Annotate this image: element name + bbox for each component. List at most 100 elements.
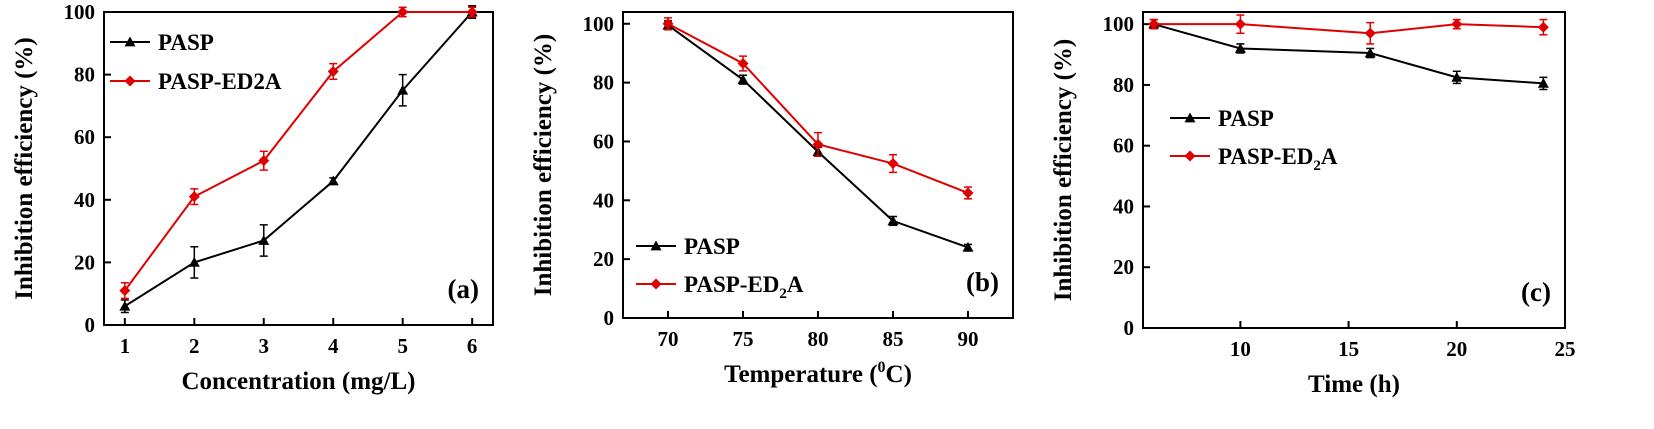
y-tick-label: 0	[1124, 316, 1135, 340]
legend-marker	[124, 36, 136, 47]
data-point	[887, 215, 899, 226]
legend-entry: PASP-ED2A	[110, 69, 282, 94]
legend-marker	[650, 278, 662, 290]
legend-label: PASP	[684, 234, 740, 259]
data-point	[188, 256, 200, 267]
y-tick-label: 80	[1113, 73, 1134, 97]
data-point	[812, 138, 824, 150]
data-point	[962, 241, 974, 252]
legend-marker	[650, 240, 662, 251]
data-point	[1364, 27, 1376, 39]
data-point	[1234, 18, 1246, 30]
data-point	[737, 74, 749, 85]
legend-entry: PASP	[110, 30, 214, 55]
y-tick-label: 80	[593, 71, 614, 95]
data-point	[119, 285, 131, 297]
y-tick-label: 100	[1103, 12, 1135, 36]
y-tick-label: 20	[1113, 255, 1134, 279]
y-tick-label: 40	[593, 188, 614, 212]
legend-label: PASP	[1218, 106, 1274, 131]
x-tick-label: 4	[328, 334, 339, 358]
series-pasp	[1148, 18, 1549, 91]
series-pasp	[119, 4, 478, 314]
series-pasp-ed2a	[662, 17, 974, 200]
data-point	[1451, 18, 1463, 30]
x-tick-label: 85	[883, 327, 904, 351]
y-tick-label: 60	[1113, 134, 1134, 158]
series-line	[124, 11, 473, 308]
series-pasp-ed2a	[119, 6, 478, 300]
data-point	[1234, 42, 1246, 53]
legend-marker	[1184, 150, 1196, 162]
legend-label: PASP-ED2A	[1218, 144, 1338, 174]
x-tick-label: 5	[397, 334, 408, 358]
data-point	[119, 300, 131, 311]
data-point	[737, 57, 749, 69]
plot-frame	[622, 11, 1014, 319]
plot-frame	[103, 11, 494, 326]
series-pasp-ed2a	[1148, 14, 1549, 45]
y-axis-label: Inhibition efficiency (%)	[1050, 39, 1077, 302]
legend-marker	[124, 75, 136, 87]
x-tick-label: 1	[120, 334, 131, 358]
legend-entry: PASP-ED2A	[636, 272, 804, 302]
x-tick-label: 25	[1555, 337, 1576, 361]
data-point	[327, 175, 339, 186]
legend-entry: PASP	[1170, 106, 1274, 131]
legend-marker	[1184, 112, 1196, 123]
x-tick-label: 6	[467, 334, 478, 358]
data-point	[397, 6, 409, 18]
chart-panel-c: 10 15 20 25 0 20 40 60 80 100 Time (h) Inhibition e…	[1050, 11, 1576, 398]
data-point	[188, 191, 200, 203]
x-tick-label: 75	[733, 327, 754, 351]
data-point	[887, 158, 899, 170]
data-point	[1537, 21, 1549, 33]
y-tick-label: 40	[74, 188, 95, 212]
x-tick-label: 2	[189, 334, 200, 358]
x-tick-label: 80	[808, 327, 829, 351]
x-tick-label: 3	[259, 334, 270, 358]
series-line	[1153, 23, 1544, 35]
series-line	[1153, 23, 1544, 85]
plot-frame	[1142, 11, 1566, 329]
data-point	[662, 18, 674, 30]
panel-label: (c)	[1521, 277, 1551, 307]
x-axis-label: Concentration (mg/L)	[182, 368, 416, 395]
panel-label: (b)	[966, 267, 999, 297]
chart-panel-b: 70 75 80 85 90 0 20 40 60 80 100 Temperature (0C) In…	[530, 11, 1014, 388]
y-axis-label: Inhibition efficiency (%)	[11, 37, 38, 300]
legend-entry: PASP-ED2A	[1170, 144, 1338, 174]
x-tick-label: 15	[1338, 337, 1359, 361]
x-tick-label: 20	[1446, 337, 1467, 361]
data-point	[258, 234, 270, 245]
legend-label: PASP	[158, 30, 214, 55]
x-tick-label: 70	[658, 327, 679, 351]
data-point	[962, 187, 974, 199]
legend-label: PASP-ED2A	[684, 272, 804, 302]
series-line	[124, 11, 473, 292]
x-axis-label: Temperature (0C)	[724, 359, 912, 388]
y-tick-label: 60	[74, 125, 95, 149]
y-axis-label: Inhibition efficiency (%)	[530, 34, 557, 297]
data-point	[1537, 77, 1549, 88]
data-point	[327, 65, 339, 77]
x-tick-label: 10	[1230, 337, 1251, 361]
data-point	[397, 84, 409, 95]
data-point	[1364, 47, 1376, 58]
data-point	[1451, 71, 1463, 82]
y-tick-label: 20	[593, 247, 614, 271]
data-point	[258, 155, 270, 167]
x-axis-label: Time (h)	[1308, 371, 1400, 398]
legend-label: PASP-ED2A	[158, 69, 282, 94]
data-point	[466, 6, 478, 18]
y-tick-label: 100	[583, 12, 615, 36]
y-tick-label: 80	[74, 63, 95, 87]
y-tick-label: 0	[604, 306, 615, 330]
y-tick-label: 0	[85, 313, 96, 337]
series-line	[667, 22, 969, 194]
legend-entry: PASP	[636, 234, 740, 259]
y-tick-label: 100	[64, 0, 96, 24]
y-tick-label: 20	[74, 250, 95, 274]
